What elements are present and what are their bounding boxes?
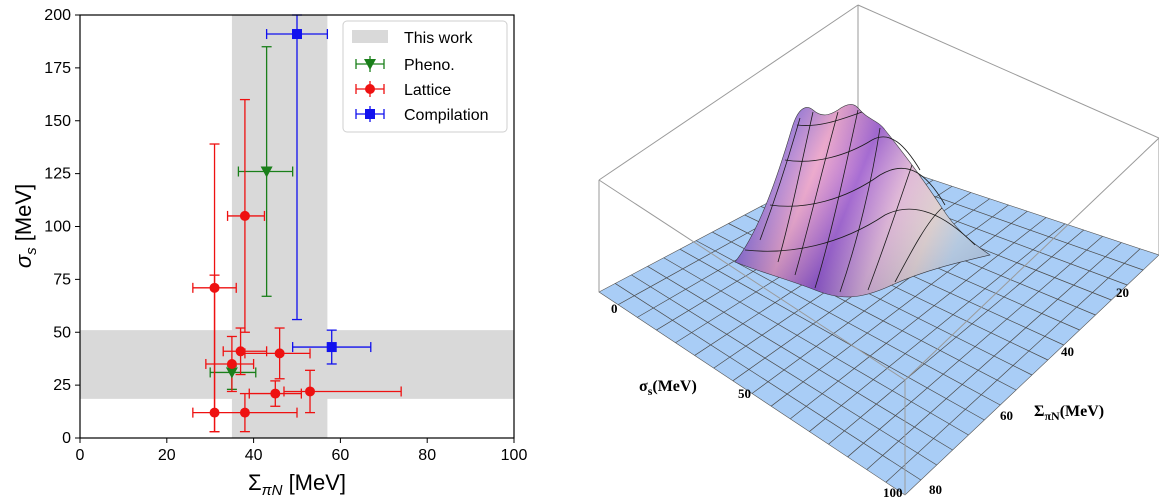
surface-y-ticks: 20 40 60 80	[929, 285, 1129, 497]
sigma-pin-tick-80: 80	[929, 482, 942, 497]
legend-box	[342, 20, 508, 133]
point-lattice-8	[209, 407, 220, 418]
sigma-pin-tick-20: 20	[1116, 285, 1129, 300]
point-pheno-0	[260, 166, 273, 178]
hill-mesh-line	[769, 167, 946, 207]
sigma-s-tick-0: 0	[611, 301, 618, 316]
point-compilation-0	[292, 29, 302, 40]
x-tick-label: 100	[501, 447, 528, 464]
legend: This work Pheno. Lattice Compilation	[342, 20, 508, 133]
y-tick-label: 125	[44, 166, 71, 183]
hill-mesh-line	[894, 207, 943, 283]
legend-band-swatch	[352, 30, 388, 43]
point-compilation-1	[326, 342, 337, 353]
hill-mesh-line	[777, 111, 814, 263]
hill-mesh-line	[744, 208, 976, 252]
x-tick-label: 80	[418, 447, 436, 464]
hill-mesh-line	[814, 109, 859, 289]
y-tick-label: 100	[44, 219, 71, 236]
hill-surface	[734, 104, 991, 298]
sigma-s-tick-100: 100	[883, 485, 903, 499]
scatter-chart: 0 20 40 60 80 100 0 25 50 75 100 125 150 175 200 ΣπN […	[11, 7, 527, 499]
x-tick-label: 40	[245, 447, 263, 464]
point-lattice-1	[239, 210, 250, 221]
floor-grid-line	[866, 242, 1122, 470]
legend-entry-compilation: Compilation	[355, 106, 488, 124]
hill-mesh-line	[794, 111, 839, 276]
hill-mesh-line	[839, 127, 881, 293]
hill-mesh-line	[796, 111, 863, 126]
floor-grid-line	[847, 235, 1103, 458]
legend-entry-pheno: Pheno.	[355, 56, 455, 74]
x-tick-label: 60	[332, 447, 350, 464]
legend-label-lattice: Lattice	[404, 82, 451, 99]
floor-grid-line	[770, 210, 1028, 407]
surface-plot: 0 50 100 20 40 60 80 σs(MeV) ΣπN(MeV)	[598, 4, 1159, 499]
hill-mesh-line	[867, 164, 913, 291]
floor-grid-line	[809, 223, 1066, 432]
hill-mesh	[744, 109, 976, 293]
point-lattice-7	[239, 407, 250, 418]
errorbar-lattice-8	[209, 274, 220, 433]
point-lattice-6	[305, 386, 316, 397]
legend-entry-lattice: Lattice	[355, 81, 451, 99]
x-tick-label: 0	[76, 447, 85, 464]
axis-ticks: 0 20 40 60 80 100 0 25 50 75 100 125 150 175 200	[44, 7, 527, 464]
sigma-pin-tick-60: 60	[1000, 408, 1013, 423]
sigma-s-tick-50: 50	[738, 386, 751, 401]
hill-mesh-line	[759, 117, 801, 241]
floor-grid-line	[885, 248, 1141, 483]
point-lattice-4	[274, 348, 285, 359]
point-lattice-5	[270, 388, 281, 399]
bounding-box-front	[598, 137, 1159, 495]
y-tick-label: 25	[53, 377, 71, 394]
y-tick-label: 175	[44, 60, 71, 77]
sigma-pin-axis-title: ΣπN(MeV)	[1034, 403, 1104, 423]
data-markers	[209, 29, 337, 418]
surface-x-ticks: 0 50 100	[611, 301, 903, 499]
x-tick-label: 20	[158, 447, 176, 464]
legend-label-pheno: Pheno.	[404, 57, 455, 74]
y-axis-title: σs [MeV]	[11, 184, 40, 268]
legend-marker-pheno	[364, 59, 376, 70]
legend-marker-compilation	[365, 109, 375, 119]
y-tick-label: 0	[62, 430, 71, 447]
floor-grid-line	[790, 217, 1047, 420]
legend-entries: Pheno. Lattice Compilation	[355, 56, 488, 124]
y-tick-label: 150	[44, 113, 71, 130]
hill-mesh-line	[784, 136, 921, 171]
this-work-band-horizontal	[80, 330, 514, 399]
legend-label-this-work: This work	[404, 30, 473, 47]
y-tick-label: 75	[53, 271, 71, 288]
sigma-s-axis-title: σs(MeV)	[639, 378, 697, 398]
y-tick-label: 200	[44, 7, 71, 24]
x-axis-title: ΣπN [MeV]	[248, 470, 346, 499]
legend-marker-lattice	[365, 84, 375, 94]
point-lattice-3	[235, 346, 246, 357]
this-work-bands	[80, 15, 514, 438]
y-tick-label: 50	[53, 324, 71, 341]
sigma-pin-tick-40: 40	[1061, 344, 1074, 359]
legend-label-compilation: Compilation	[404, 107, 488, 124]
floor-grid-line	[828, 229, 1084, 445]
point-lattice-0	[209, 282, 220, 293]
point-lattice-2	[226, 358, 237, 369]
point-pheno-1	[225, 367, 238, 379]
